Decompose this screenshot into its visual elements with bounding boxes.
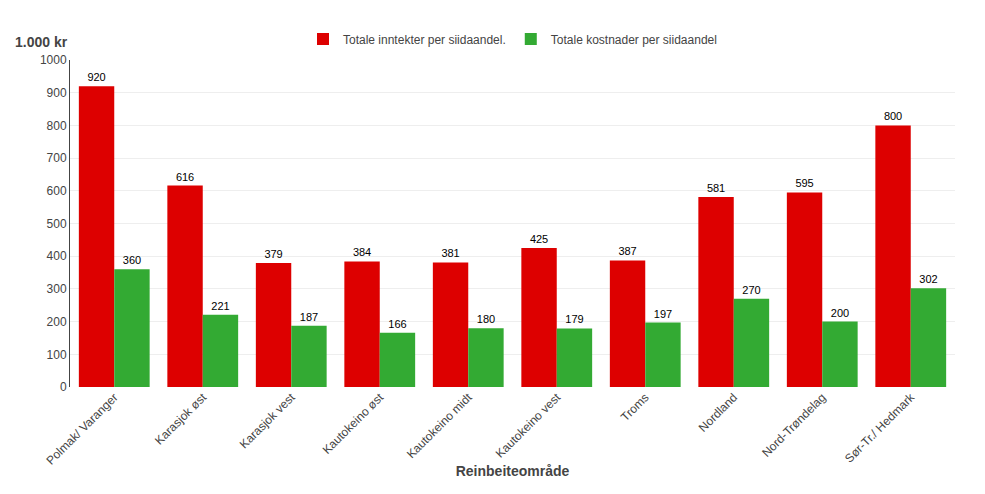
svg-text:800: 800 (884, 110, 902, 122)
svg-text:581: 581 (707, 182, 725, 194)
svg-text:384: 384 (353, 246, 371, 258)
svg-text:600: 600 (47, 184, 67, 198)
svg-text:100: 100 (47, 348, 67, 362)
svg-text:500: 500 (47, 217, 67, 231)
svg-text:Troms: Troms (618, 390, 652, 424)
svg-text:Totale inntekter per siidaande: Totale inntekter per siidaandel. (343, 33, 506, 47)
svg-text:920: 920 (87, 71, 105, 83)
svg-text:166: 166 (388, 318, 406, 330)
svg-text:197: 197 (654, 308, 672, 320)
svg-text:360: 360 (123, 254, 141, 266)
svg-text:Karasjok vest: Karasjok vest (237, 390, 298, 451)
svg-text:1.000 kr: 1.000 kr (15, 34, 68, 50)
svg-text:800: 800 (47, 119, 67, 133)
svg-text:Kautokeino øst: Kautokeino øst (320, 390, 387, 457)
svg-text:595: 595 (795, 177, 813, 189)
svg-text:Reinbeiteområde: Reinbeiteområde (456, 463, 570, 479)
svg-text:900: 900 (47, 86, 67, 100)
svg-text:200: 200 (831, 307, 849, 319)
svg-text:1000: 1000 (40, 53, 67, 67)
svg-text:616: 616 (176, 171, 194, 183)
svg-text:400: 400 (47, 249, 67, 263)
svg-text:Kautokeino midt: Kautokeino midt (404, 390, 475, 461)
svg-text:179: 179 (565, 313, 583, 325)
svg-text:Nordland: Nordland (696, 390, 740, 434)
svg-text:379: 379 (264, 248, 282, 260)
svg-text:221: 221 (211, 300, 229, 312)
svg-text:Karasjok øst: Karasjok øst (152, 390, 210, 448)
svg-text:Totale kostnader per siidaande: Totale kostnader per siidaandel (551, 33, 717, 47)
svg-text:200: 200 (47, 315, 67, 329)
svg-text:700: 700 (47, 151, 67, 165)
svg-text:0: 0 (60, 380, 67, 394)
svg-text:387: 387 (618, 245, 636, 257)
svg-text:Kautokeino vest: Kautokeino vest (493, 390, 564, 461)
svg-text:180: 180 (477, 313, 495, 325)
svg-text:Sør-Tr./ Hedmark: Sør-Tr./ Hedmark (842, 390, 918, 466)
svg-text:270: 270 (742, 284, 760, 296)
svg-text:Polmak/ Varanger: Polmak/ Varanger (43, 390, 120, 467)
svg-text:187: 187 (300, 311, 318, 323)
svg-text:Nord-Trøndelag: Nord-Trøndelag (759, 390, 828, 459)
svg-text:425: 425 (530, 233, 548, 245)
svg-text:381: 381 (441, 247, 459, 259)
svg-text:300: 300 (47, 282, 67, 296)
svg-text:302: 302 (919, 273, 937, 285)
